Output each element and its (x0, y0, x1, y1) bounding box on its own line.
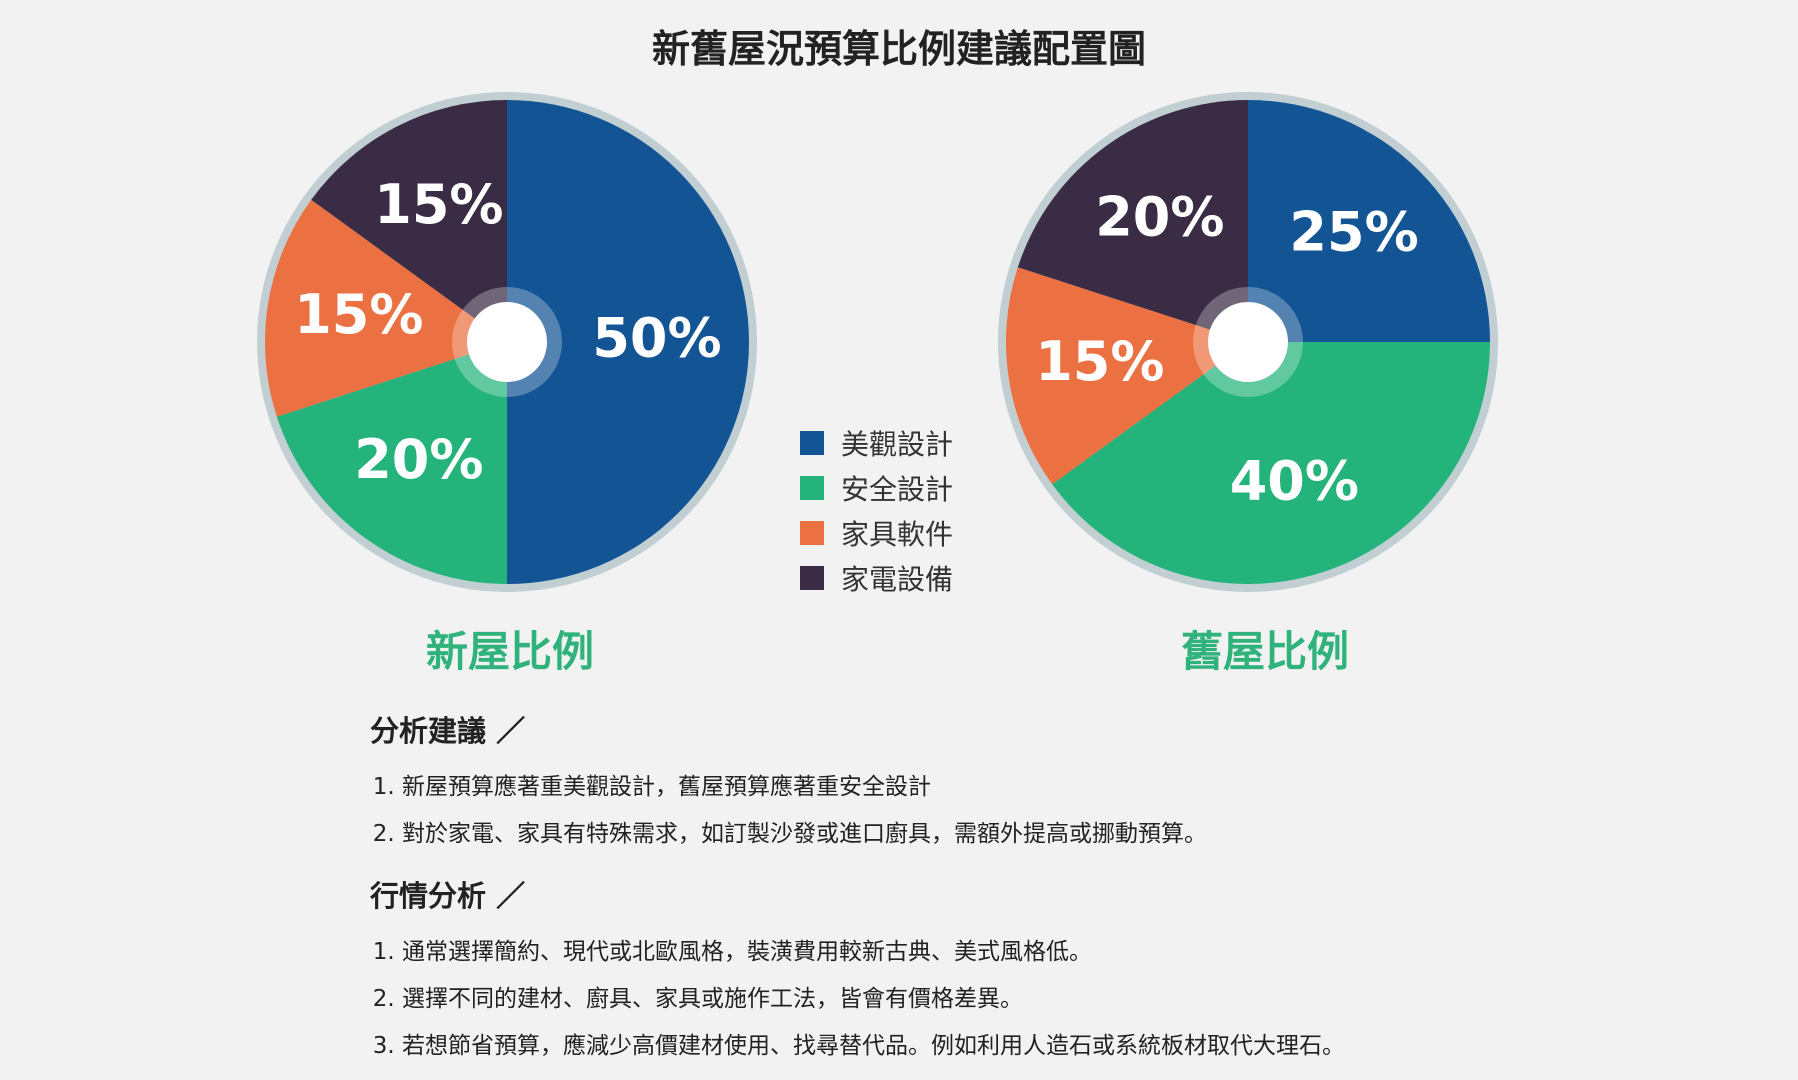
pie-label-new-appliance: 15% (374, 173, 503, 236)
pie-label-new-design: 50% (592, 307, 721, 370)
market-item: 若想節省預算，應減少高價建材使用、找尋替代品。例如利用人造石或系統板材取代大理石… (402, 1023, 1570, 1070)
pie-slice-old-safety (1052, 342, 1490, 584)
market-item: 選擇不同的建材、廚具、家具或施作工法，皆會有價格差異。 (402, 976, 1570, 1023)
legend-item-safety: 安全設計 (800, 465, 953, 510)
pie-chart-old-house: 25% 40% 15% 20% (998, 92, 1498, 592)
analysis-list: 新屋預算應著重美觀設計，舊屋預算應著重安全設計 對於家電、家具有特殊需求，如訂製… (370, 764, 1570, 858)
page-title: 新舊屋況預算比例建議配置圖 (651, 27, 1146, 71)
legend-label-design: 美觀設計 (841, 427, 954, 461)
pie-label-new-safety: 20% (354, 428, 483, 491)
pie-label-old-design: 25% (1289, 201, 1418, 264)
pie-label-old-safety: 40% (1230, 449, 1359, 512)
pie-center-hole (467, 302, 547, 382)
pie-caption-new-house: 新屋比例 (425, 627, 594, 676)
legend-item-appliance: 家電設備 (800, 555, 953, 600)
analysis-item: 對於家電、家具有特殊需求，如訂製沙發或進口廚具，需額外提高或挪動預算。 (402, 811, 1570, 858)
legend-swatch-furniture (800, 520, 824, 545)
pie-chart-new-house: 50% 20% 15% 15% (257, 92, 757, 592)
pie-label-new-furniture: 15% (294, 283, 423, 346)
analysis-item: 新屋預算應著重美觀設計，舊屋預算應著重安全設計 (402, 764, 1570, 811)
pie-label-old-appliance: 20% (1095, 185, 1224, 248)
pie-center-hole (1208, 302, 1288, 382)
pie-slice-new-furniture (265, 199, 507, 417)
legend-item-design: 美觀設計 (800, 420, 953, 465)
pie-caption-old-house: 舊屋比例 (1180, 627, 1349, 676)
legend-label-furniture: 家具軟件 (841, 517, 954, 551)
market-heading: 行情分析 ／ (370, 879, 526, 913)
pie-slice-old-furniture (1006, 267, 1248, 485)
pie-slice-old-appliance (1017, 100, 1248, 342)
pie-slice-new-design (507, 100, 749, 584)
market-section: 行情分析 ／ 通常選擇簡約、現代或北歐風格，裝潢費用較新古典、美式風格低。 選擇… (370, 873, 1570, 1070)
pie-slice-new-appliance (311, 100, 507, 342)
analysis-section: 分析建議 ／ 新屋預算應著重美觀設計，舊屋預算應著重安全設計 對於家電、家具有特… (370, 708, 1570, 858)
legend-item-furniture: 家具軟件 (800, 510, 953, 555)
chart-legend: 美觀設計 安全設計 家具軟件 家電設備 (800, 420, 953, 600)
analysis-heading: 分析建議 ／ (370, 714, 526, 748)
legend-label-appliance: 家電設備 (841, 562, 954, 596)
legend-swatch-design (800, 430, 824, 455)
legend-swatch-safety (800, 475, 824, 500)
pie-slice-new-safety (276, 342, 507, 584)
market-list: 通常選擇簡約、現代或北歐風格，裝潢費用較新古典、美式風格低。 選擇不同的建材、廚… (370, 929, 1570, 1070)
market-item: 通常選擇簡約、現代或北歐風格，裝潢費用較新古典、美式風格低。 (402, 929, 1570, 976)
pie-label-old-furniture: 15% (1035, 330, 1164, 393)
legend-label-safety: 安全設計 (841, 472, 954, 506)
pie-slice-old-design (1248, 100, 1490, 342)
legend-swatch-appliance (800, 565, 824, 590)
